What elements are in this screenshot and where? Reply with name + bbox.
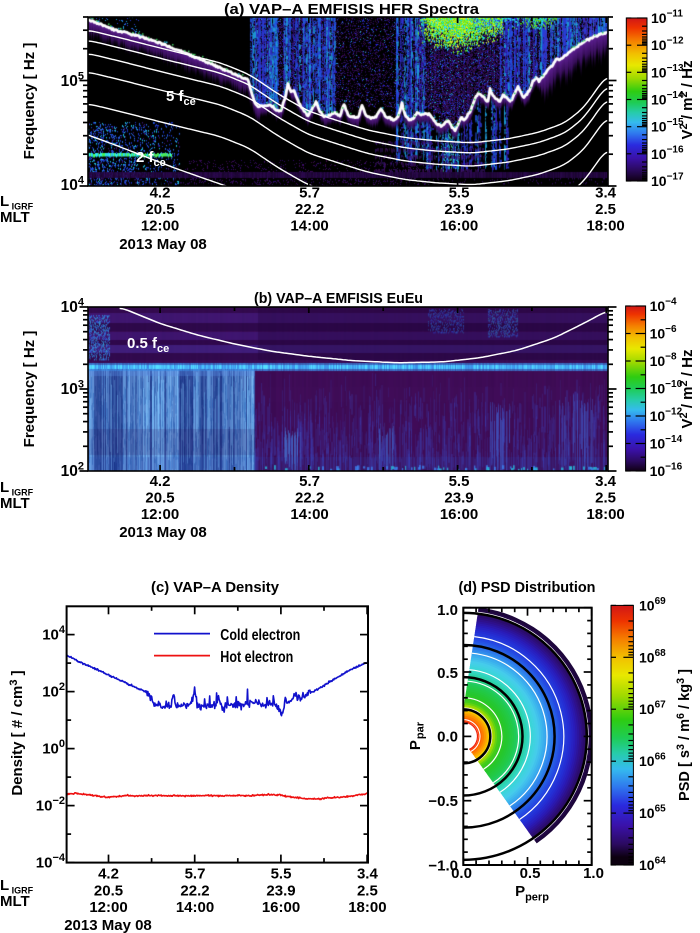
svg-text:2.5: 2.5: [595, 201, 616, 218]
svg-text:5 fce: 5 fce: [166, 88, 196, 108]
svg-text:MLT: MLT: [0, 495, 30, 512]
svg-text:(c) VAP–A Density: (c) VAP–A Density: [151, 579, 280, 596]
svg-text:2013 May 08: 2013 May 08: [64, 917, 152, 933]
svg-text:23.9: 23.9: [444, 490, 473, 507]
svg-text:12:00: 12:00: [89, 899, 127, 916]
svg-text:(b) VAP–A EMFISIS EuEu: (b) VAP–A EMFISIS EuEu: [254, 290, 423, 307]
svg-text:5.7: 5.7: [299, 185, 320, 202]
svg-text:V2 / m2 / Hz: V2 / m2 / Hz: [678, 350, 696, 429]
svg-text:−1.0: −1.0: [428, 857, 458, 874]
svg-text:20.5: 20.5: [145, 490, 174, 507]
svg-text:14:00: 14:00: [176, 899, 214, 916]
svg-text:100: 100: [42, 738, 65, 758]
svg-text:Frequency [ Hz ]: Frequency [ Hz ]: [21, 331, 38, 448]
svg-text:3.4: 3.4: [357, 866, 379, 883]
svg-text:5.5: 5.5: [449, 185, 470, 202]
svg-text:V2 / m2 / Hz: V2 / m2 / Hz: [678, 61, 696, 140]
svg-text:3.4: 3.4: [595, 185, 617, 202]
svg-text:10−4: 10−4: [650, 297, 677, 315]
svg-text:PSD [ s3 / m6 / kg3 ]: PSD [ s3 / m6 / kg3 ]: [675, 669, 693, 801]
svg-text:1068: 1068: [639, 648, 666, 666]
svg-text:−0.5: −0.5: [428, 793, 458, 810]
svg-text:18:00: 18:00: [348, 899, 386, 916]
svg-text:Hot electron: Hot electron: [220, 649, 293, 666]
svg-text:23.9: 23.9: [444, 201, 473, 218]
svg-text:22.2: 22.2: [180, 883, 209, 900]
svg-text:23.9: 23.9: [266, 883, 295, 900]
svg-text:103: 103: [61, 379, 84, 399]
svg-text:4.2: 4.2: [150, 473, 171, 490]
svg-text:10−8: 10−8: [650, 352, 677, 370]
svg-text:20.5: 20.5: [94, 883, 123, 900]
svg-text:1067: 1067: [639, 700, 666, 718]
svg-text:Pperp: Pperp: [515, 883, 549, 904]
svg-text:10−14: 10−14: [650, 434, 683, 452]
svg-text:16:00: 16:00: [262, 899, 300, 916]
svg-text:2 fce: 2 fce: [136, 149, 166, 169]
svg-text:18:00: 18:00: [586, 506, 624, 523]
svg-text:Ppar: Ppar: [407, 721, 427, 750]
svg-text:14:00: 14:00: [290, 218, 328, 235]
svg-text:20.5: 20.5: [145, 201, 174, 218]
svg-text:22.2: 22.2: [295, 201, 324, 218]
svg-text:0.0: 0.0: [437, 729, 458, 746]
svg-text:0.5 fce: 0.5 fce: [127, 335, 169, 355]
svg-text:0.5: 0.5: [437, 665, 458, 682]
svg-text:2.5: 2.5: [357, 883, 378, 900]
svg-text:MLT: MLT: [0, 209, 30, 226]
svg-text:10−17: 10−17: [651, 172, 684, 190]
svg-text:Density [ # / cm3 ]: Density [ # / cm3 ]: [8, 670, 26, 795]
svg-text:10−12: 10−12: [651, 36, 684, 54]
svg-text:10−6: 10−6: [650, 324, 677, 342]
svg-text:10−4: 10−4: [36, 852, 66, 872]
svg-text:Frequency [ Hz ]: Frequency [ Hz ]: [21, 43, 38, 160]
svg-text:4.2: 4.2: [150, 185, 171, 202]
svg-text:102: 102: [61, 461, 84, 481]
svg-text:104: 104: [61, 175, 85, 195]
svg-text:5.5: 5.5: [449, 473, 470, 490]
svg-text:104: 104: [61, 297, 85, 317]
svg-text:10−11: 10−11: [651, 9, 683, 27]
svg-text:104: 104: [42, 624, 66, 644]
svg-text:4.2: 4.2: [98, 866, 119, 883]
svg-text:2013 May 08: 2013 May 08: [119, 236, 207, 253]
svg-text:Cold electron: Cold electron: [220, 627, 300, 644]
svg-text:10−2: 10−2: [36, 795, 65, 815]
svg-text:1066: 1066: [639, 752, 666, 770]
svg-text:1064: 1064: [639, 856, 666, 874]
svg-text:(a) VAP–A EMFISIS HFR Spectra: (a) VAP–A EMFISIS HFR Spectra: [224, 1, 480, 18]
svg-text:1065: 1065: [639, 804, 666, 822]
svg-text:3.4: 3.4: [595, 473, 617, 490]
svg-text:1.0: 1.0: [583, 865, 604, 882]
svg-text:0.0: 0.0: [451, 865, 472, 882]
svg-text:MLT: MLT: [0, 893, 30, 910]
svg-text:10−16: 10−16: [651, 144, 684, 162]
svg-text:12:00: 12:00: [141, 506, 179, 523]
svg-text:2.5: 2.5: [595, 490, 616, 507]
svg-text:5.5: 5.5: [271, 866, 292, 883]
svg-text:105: 105: [61, 71, 84, 91]
svg-text:16:00: 16:00: [440, 218, 478, 235]
svg-text:0.5: 0.5: [520, 865, 541, 882]
svg-text:102: 102: [42, 681, 65, 701]
svg-text:16:00: 16:00: [440, 506, 478, 523]
svg-text:1069: 1069: [639, 596, 666, 614]
svg-text:1.0: 1.0: [437, 602, 458, 619]
svg-text:5.7: 5.7: [185, 866, 206, 883]
svg-text:5.7: 5.7: [299, 473, 320, 490]
svg-text:(d) PSD Distribution: (d) PSD Distribution: [459, 579, 596, 596]
svg-text:22.2: 22.2: [295, 490, 324, 507]
svg-text:10−16: 10−16: [650, 462, 683, 480]
svg-text:2013 May 08: 2013 May 08: [119, 524, 207, 541]
svg-text:14:00: 14:00: [290, 506, 328, 523]
svg-text:12:00: 12:00: [141, 218, 179, 235]
svg-text:18:00: 18:00: [586, 218, 624, 235]
